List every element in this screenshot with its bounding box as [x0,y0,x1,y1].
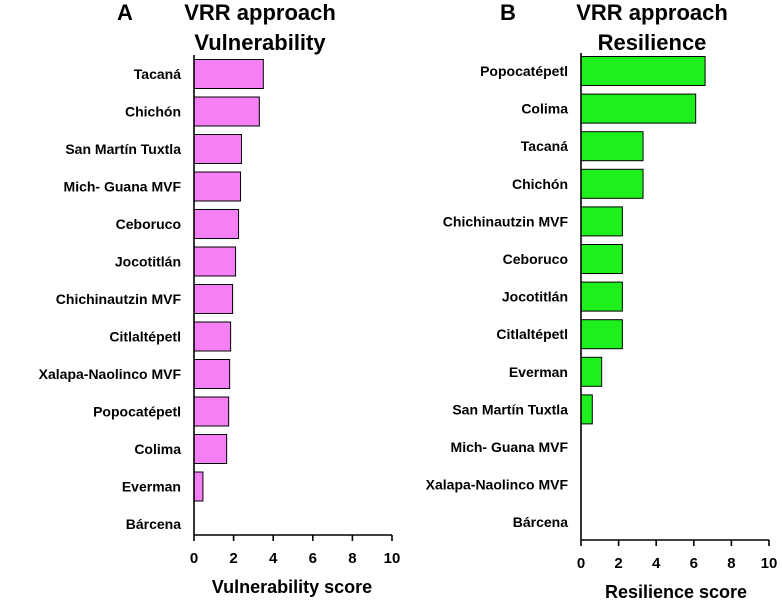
bar-1 [193,59,264,89]
x-tick-label: 10 [761,555,778,572]
bar-12 [193,471,204,502]
x-tick-label: 6 [309,550,317,567]
category-label: Citlaltépetl [496,326,568,342]
chart-title: VRR approach [184,0,336,25]
x-tick-label: 0 [190,550,198,567]
bar-5 [193,209,240,239]
bar-9 [580,356,603,387]
x-axis-label: Vulnerability score [212,577,372,597]
chart-subtitle: Vulnerability [194,30,326,55]
bar-7 [193,284,234,314]
panel-letter: B [500,0,516,25]
category-label: Chichinautzin MVF [443,213,569,229]
category-label: Popocatépetl [93,404,181,420]
bar-3 [580,131,644,162]
bar-8 [193,321,232,352]
category-label: Bárcena [126,516,181,532]
category-label: Everman [509,364,568,380]
chart-title: VRR approach [576,0,728,25]
category-label: Ceboruco [503,251,568,267]
x-tick-label: 4 [269,550,278,567]
category-label: Ceboruco [116,216,181,232]
chart-subtitle: Resilience [598,30,707,55]
category-label: Xalapa-Naolinco MVF [39,366,182,382]
bar-10 [193,396,230,427]
bar-8 [580,319,623,350]
category-label: Xalapa-Naolinco MVF [426,477,569,493]
bar-6 [193,246,237,277]
category-label: Colima [521,101,568,117]
bar-10 [580,394,593,425]
bar-4 [580,168,644,199]
panel-letter: A [117,0,133,25]
category-label: Popocatépetl [480,63,568,79]
category-label: Tacaná [134,66,181,82]
bar-3 [193,134,243,164]
category-label: Colima [134,441,181,457]
x-tick-label: 6 [690,555,698,572]
category-label: Mich- Guana MVF [64,179,182,195]
category-label: Chichón [125,104,181,120]
x-tick-label: 10 [384,550,401,567]
category-label: Jocotitlán [502,289,568,305]
category-label: San Martín Tuxtla [452,401,568,417]
panel-b-resilience: B VRR approach Resilience Popocatépetl Colim… [426,0,778,601]
category-label: San Martín Tuxtla [65,141,181,157]
bar-4 [193,171,242,202]
category-label: Jocotitlán [115,254,181,270]
bar-11 [193,434,228,464]
bar-5 [580,206,623,237]
x-tick-label: 8 [727,555,735,572]
bar-1 [580,56,706,86]
x-tick-label: 2 [614,555,622,572]
panel-a-vulnerability: A VRR approach Vulnerability Tacaná Chichón S… [39,0,401,597]
x-tick-label: 0 [577,555,585,572]
x-axis-label: Resilience score [605,582,747,601]
category-label: Mich- Guana MVF [451,439,569,455]
bar-2 [193,96,260,127]
category-label: Tacaná [521,138,568,154]
x-tick-label: 8 [348,550,356,567]
bar-9 [193,359,231,389]
category-label: Bárcena [513,514,568,530]
x-tick-label: 2 [229,550,237,567]
category-label: Citlaltépetl [109,329,181,345]
bar-7 [580,281,623,312]
bar-2 [580,93,697,124]
bar-6 [580,244,623,274]
x-tick-label: 4 [652,555,661,572]
category-label: Chichón [512,176,568,192]
category-label: Everman [122,479,181,495]
category-label: Chichinautzin MVF [56,291,182,307]
